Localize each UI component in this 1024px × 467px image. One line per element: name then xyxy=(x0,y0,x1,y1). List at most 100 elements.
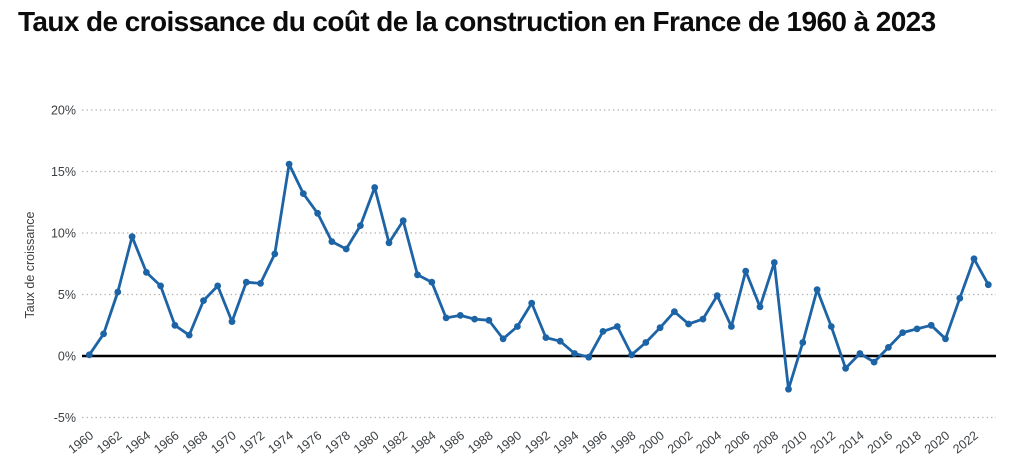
x-tick-label: 2016 xyxy=(865,428,896,456)
x-tick-label: 1978 xyxy=(322,428,353,456)
y-tick-label: 20% xyxy=(51,104,76,118)
data-point xyxy=(899,329,907,336)
data-point xyxy=(228,318,236,325)
data-point xyxy=(699,315,707,323)
data-point xyxy=(827,323,835,330)
x-tick-label: 2008 xyxy=(751,428,782,456)
data-point xyxy=(414,271,421,279)
data-point xyxy=(913,325,921,333)
data-point xyxy=(342,245,350,253)
data-point xyxy=(685,320,692,328)
x-tick-label: 1976 xyxy=(294,428,325,456)
data-point xyxy=(713,292,721,300)
x-tick-label: 2012 xyxy=(808,428,839,456)
data-point xyxy=(185,331,193,339)
data-point xyxy=(970,255,978,263)
data-point xyxy=(885,344,892,351)
x-axis-tick-labels: 1960196219641966196819701972197419761978… xyxy=(66,428,981,456)
data-point xyxy=(927,321,935,329)
x-tick-label: 1960 xyxy=(66,428,97,456)
data-point xyxy=(785,385,792,393)
data-point xyxy=(200,297,207,304)
data-point xyxy=(813,286,821,293)
y-tick-label: 5% xyxy=(58,288,76,302)
data-point xyxy=(385,239,393,247)
data-point xyxy=(128,233,136,241)
data-point xyxy=(756,303,764,311)
x-tick-label: 1974 xyxy=(265,428,296,456)
x-tick-label: 1986 xyxy=(437,428,468,456)
x-tick-label: 2006 xyxy=(722,428,753,456)
data-point xyxy=(314,209,321,217)
data-point xyxy=(556,337,564,345)
data-point xyxy=(742,267,750,275)
y-tick-label: -5% xyxy=(54,411,76,425)
x-tick-label: 2000 xyxy=(636,428,667,456)
data-point xyxy=(870,358,878,366)
x-tick-label: 1996 xyxy=(579,428,610,456)
x-tick-label: 2002 xyxy=(665,428,696,456)
data-point xyxy=(399,217,407,225)
x-tick-label: 1970 xyxy=(208,428,239,456)
y-tick-label: 0% xyxy=(58,350,76,364)
x-tick-label: 1966 xyxy=(151,428,182,456)
x-tick-label: 1982 xyxy=(380,428,411,456)
x-tick-label: 2004 xyxy=(693,428,724,456)
x-tick-label: 1962 xyxy=(94,428,125,456)
x-tick-label: 2020 xyxy=(922,428,953,456)
x-tick-label: 1980 xyxy=(351,428,382,456)
data-point xyxy=(485,316,493,324)
data-point xyxy=(242,278,250,286)
data-point xyxy=(571,350,578,357)
data-point xyxy=(285,160,293,168)
data-point xyxy=(357,222,364,230)
data-point xyxy=(770,259,778,266)
data-point xyxy=(85,351,93,359)
data-point xyxy=(299,190,307,198)
data-point xyxy=(471,315,478,323)
data-point xyxy=(656,324,664,332)
chart-title: Taux de croissance du coût de la constru… xyxy=(18,6,936,37)
data-point xyxy=(328,238,336,246)
data-point xyxy=(984,281,992,289)
data-point xyxy=(799,339,807,346)
data-point xyxy=(157,282,165,290)
y-axis-tick-labels: -5% 0% 5% 10% 15% 20% xyxy=(51,104,76,426)
y-tick-label: 10% xyxy=(51,227,76,241)
data-point xyxy=(499,335,507,343)
data-point xyxy=(613,323,621,330)
x-tick-label: 2022 xyxy=(950,428,981,456)
x-tick-label: 1990 xyxy=(494,428,525,456)
x-tick-label: 1988 xyxy=(465,428,496,456)
data-point xyxy=(257,280,264,287)
x-tick-label: 1994 xyxy=(551,428,582,456)
data-point xyxy=(599,328,607,335)
data-point xyxy=(456,312,464,319)
y-tick-label: 15% xyxy=(51,165,76,179)
x-tick-label: 1998 xyxy=(608,428,639,456)
line-series xyxy=(87,162,990,391)
x-tick-label: 1984 xyxy=(408,428,439,456)
data-point xyxy=(542,334,550,341)
data-point xyxy=(100,330,107,338)
data-points xyxy=(85,160,992,393)
data-point xyxy=(143,269,150,276)
data-point xyxy=(514,323,521,330)
data-point xyxy=(856,350,864,357)
data-point xyxy=(214,282,222,290)
data-point xyxy=(114,288,122,296)
data-point xyxy=(428,278,436,286)
data-point xyxy=(585,353,593,361)
x-tick-label: 1972 xyxy=(237,428,268,456)
data-point xyxy=(728,323,735,330)
data-point xyxy=(942,335,949,343)
x-tick-label: 2010 xyxy=(779,428,810,456)
data-point xyxy=(671,308,678,316)
x-tick-label: 2014 xyxy=(836,428,867,456)
gridlines xyxy=(82,109,996,419)
x-tick-label: 2018 xyxy=(893,428,924,456)
x-tick-label: 1964 xyxy=(123,428,154,456)
data-point xyxy=(171,321,179,329)
